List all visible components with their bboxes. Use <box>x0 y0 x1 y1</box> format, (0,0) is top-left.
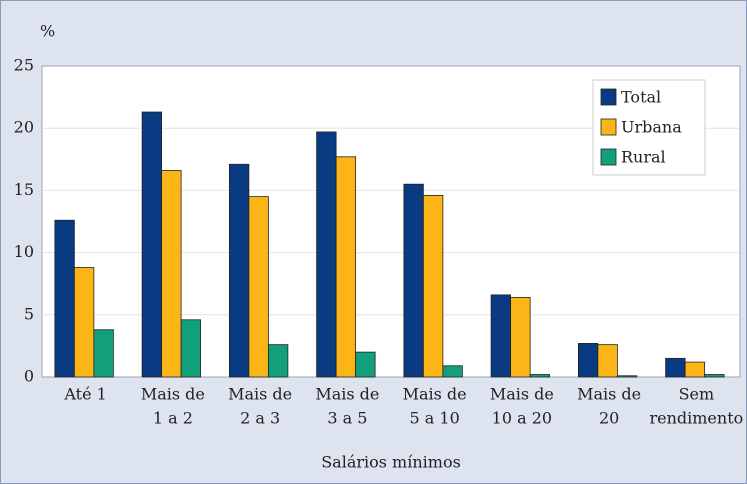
bar <box>442 365 463 378</box>
bar <box>54 219 75 378</box>
bar <box>422 194 444 378</box>
x-tick-label: Mais de <box>141 385 205 404</box>
y-tick-label: 20 <box>14 118 34 137</box>
x-axis-label: Salários mínimos <box>321 453 461 472</box>
bar <box>93 329 114 378</box>
x-tick-label: Mais de <box>490 385 554 404</box>
x-tick-label: 5 a 10 <box>410 409 460 428</box>
bar <box>577 343 599 378</box>
bar <box>704 374 725 378</box>
bar <box>665 357 686 378</box>
bar <box>490 294 512 378</box>
bar <box>180 319 202 378</box>
y-unit-label: % <box>40 22 55 41</box>
bar <box>335 156 357 378</box>
y-tick-label: 25 <box>14 56 34 75</box>
x-tick-label: Até 1 <box>63 385 106 404</box>
y-tick-label: 5 <box>24 304 34 323</box>
bar <box>248 196 269 378</box>
bar <box>141 111 163 378</box>
bar <box>73 267 95 378</box>
bar <box>403 183 424 378</box>
x-tick-label: 3 a 5 <box>327 409 367 428</box>
x-tick-label: 1 a 2 <box>153 409 193 428</box>
legend-label: Total <box>621 88 661 107</box>
x-tick-label: 10 a 20 <box>492 409 552 428</box>
x-tick-label: 20 <box>599 409 619 428</box>
x-tick-label: rendimento <box>649 409 743 428</box>
legend-swatch <box>600 148 617 166</box>
bar <box>267 344 289 378</box>
x-tick-label: Mais de <box>315 385 379 404</box>
legend-label: Urbana <box>621 118 682 137</box>
bar <box>228 163 250 378</box>
x-tick-label: Mais de <box>577 385 641 404</box>
legend-swatch <box>600 118 617 136</box>
bar <box>684 361 706 378</box>
x-tick-label: Sem <box>679 385 715 404</box>
bar <box>616 375 638 378</box>
bar <box>597 344 618 378</box>
bar <box>510 296 531 378</box>
bar <box>529 374 551 378</box>
bar <box>316 131 337 378</box>
bar <box>161 170 182 378</box>
y-tick-label: 10 <box>14 242 34 261</box>
x-tick-label: Mais de <box>403 385 467 404</box>
x-tick-label: Mais de <box>228 385 292 404</box>
legend-swatch <box>600 88 617 106</box>
y-tick-label: 0 <box>24 367 34 386</box>
legend-label: Rural <box>621 148 666 167</box>
bar <box>355 351 376 378</box>
x-tick-label: 2 a 3 <box>240 409 280 428</box>
y-tick-label: 15 <box>14 180 34 199</box>
